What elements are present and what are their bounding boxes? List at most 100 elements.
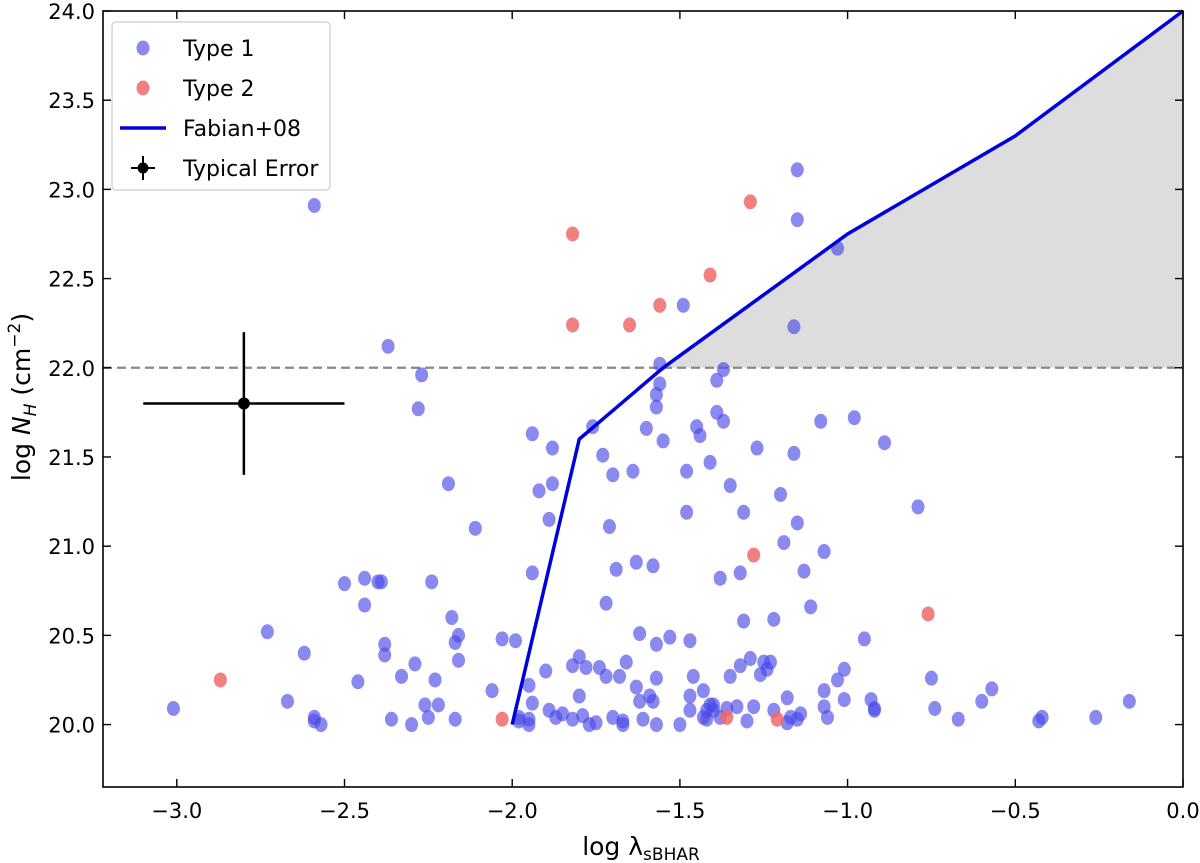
type1-point-70 <box>609 561 623 577</box>
axes: −3.0 −2.5 −2.0 −1.5 −1.0 −0.5 0.0 20.0 20.5 21.0 2… <box>48 0 1199 823</box>
type1-point-3 <box>297 645 311 661</box>
type1-point-148 <box>797 563 811 579</box>
type1-point-20 <box>408 656 422 672</box>
type1-point-159 <box>847 410 861 426</box>
type1-point-154 <box>820 709 834 725</box>
type1-point-158 <box>837 692 851 708</box>
y-tick-label-3: 21.5 <box>48 446 95 470</box>
type1-point-94 <box>673 717 687 733</box>
type1-point-137 <box>777 535 791 551</box>
type1-point-0 <box>166 701 180 717</box>
type1-point-141 <box>787 445 801 461</box>
type1-point-157 <box>837 661 851 677</box>
type1-point-21 <box>411 401 425 417</box>
type1-point-18 <box>395 668 409 684</box>
y-tick-label-2: 21.0 <box>48 535 95 559</box>
type1-point-151 <box>817 544 831 560</box>
type1-point-77 <box>629 679 643 695</box>
x-axis-title: log λsBHAR <box>582 832 700 863</box>
type1-point-57 <box>572 688 586 704</box>
type2-point-0 <box>213 672 227 688</box>
type1-point-172 <box>1035 709 1049 725</box>
y-tick-label-5: 22.5 <box>48 268 95 292</box>
type1-point-42 <box>522 717 536 733</box>
type1-point-156 <box>831 672 845 688</box>
type1-point-24 <box>421 709 435 725</box>
type1-point-79 <box>633 693 647 709</box>
type1-point-113 <box>710 372 724 388</box>
type1-point-47 <box>539 663 553 679</box>
legend-type2-label: Type 2 <box>182 77 255 102</box>
type1-point-7 <box>307 197 321 213</box>
type1-point-62 <box>589 715 603 731</box>
x-tick-label-1: −2.5 <box>319 799 370 823</box>
x-tick-label-4: −1.0 <box>822 799 873 823</box>
type1-point-31 <box>448 711 462 727</box>
type1-point-133 <box>763 654 777 670</box>
type1-point-43 <box>525 565 539 581</box>
type1-point-103 <box>693 428 707 444</box>
type2-point-9 <box>747 547 761 563</box>
type1-point-129 <box>750 440 764 456</box>
type1-point-167 <box>928 701 942 717</box>
y-tick-label-1: 20.5 <box>48 624 95 648</box>
type1-point-54 <box>566 711 580 727</box>
type1-point-150 <box>814 413 828 429</box>
type2-point-3 <box>566 317 580 333</box>
type1-point-23 <box>418 697 432 713</box>
type1-point-69 <box>606 467 620 483</box>
type1-point-96 <box>680 463 694 479</box>
type1-point-14 <box>378 636 392 652</box>
y-tick-label-8: 24.0 <box>48 0 95 24</box>
type1-point-120 <box>723 478 737 494</box>
type1-point-35 <box>485 683 499 699</box>
type1-point-56 <box>572 649 586 665</box>
type1-point-146 <box>790 212 804 228</box>
legend-error-label: Typical Error <box>182 157 319 182</box>
type1-point-33 <box>452 627 466 643</box>
type1-point-152 <box>817 683 831 699</box>
type2-point-2 <box>566 226 580 242</box>
type1-point-45 <box>525 695 539 711</box>
type1-point-29 <box>445 610 459 626</box>
type1-point-40 <box>522 677 536 693</box>
legend-type1-marker <box>136 40 150 56</box>
y-axis-italic-n: N <box>7 416 36 435</box>
x-tick-label-0: −3.0 <box>151 799 202 823</box>
x-tick-label-6: 0.0 <box>1166 799 1199 823</box>
legend-type1-label: Type 1 <box>182 37 255 62</box>
type1-point-138 <box>780 690 794 706</box>
type1-point-89 <box>656 433 670 449</box>
type1-point-15 <box>378 647 392 663</box>
type1-point-75 <box>626 463 640 479</box>
type1-point-84 <box>649 717 663 733</box>
type2-point-6 <box>703 267 717 283</box>
type1-point-100 <box>683 688 697 704</box>
type2-point-5 <box>653 297 667 313</box>
type1-point-123 <box>733 565 747 581</box>
type1-point-80 <box>636 711 650 727</box>
type1-point-98 <box>683 633 697 649</box>
plot-area <box>103 9 1185 733</box>
type1-point-53 <box>556 706 570 722</box>
type1-point-164 <box>877 435 891 451</box>
type1-point-28 <box>441 476 455 492</box>
type1-point-32 <box>452 652 466 668</box>
type1-point-44 <box>525 426 539 442</box>
type1-point-59 <box>579 659 593 675</box>
type1-point-95 <box>676 297 690 313</box>
type1-point-26 <box>428 672 442 688</box>
type1-point-124 <box>737 504 751 520</box>
type1-point-174 <box>1122 693 1136 709</box>
type1-point-163 <box>867 702 881 718</box>
type1-point-83 <box>646 693 660 709</box>
type2-point-4 <box>623 317 637 333</box>
type1-point-81 <box>639 420 653 436</box>
type1-point-149 <box>804 599 818 615</box>
type1-point-10 <box>358 570 372 586</box>
type1-point-119 <box>723 668 737 684</box>
type1-point-144 <box>794 706 808 722</box>
type1-point-76 <box>629 554 643 570</box>
type1-point-90 <box>649 636 663 652</box>
